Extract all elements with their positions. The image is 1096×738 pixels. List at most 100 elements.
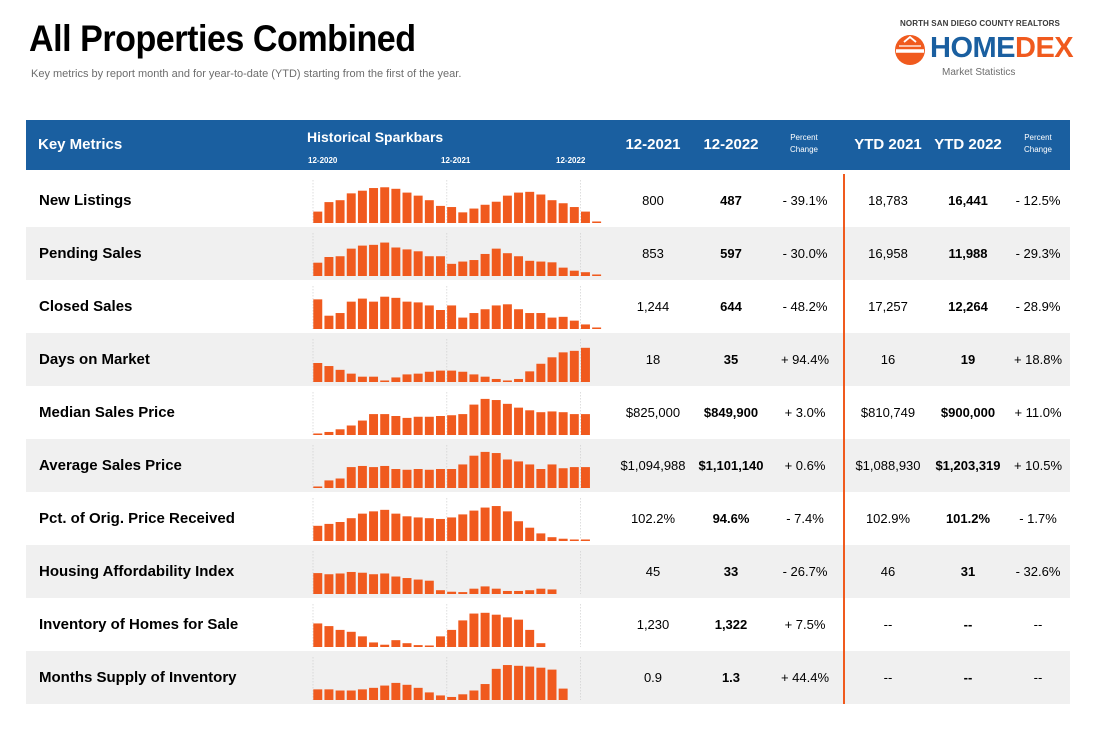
sparkbar xyxy=(491,201,501,223)
value-ytd-2022: -- xyxy=(963,617,973,632)
sparkbar xyxy=(558,316,568,329)
value-ytd-pct-change: -- xyxy=(1033,670,1043,685)
sparkbar xyxy=(346,248,356,276)
sparkbar xyxy=(580,347,590,382)
value-ytd-2021: 46 xyxy=(880,564,896,579)
header-ytd-pct-line1: Percent xyxy=(1024,133,1052,142)
sparkbar xyxy=(547,200,557,223)
sparkbar xyxy=(458,371,468,382)
sparkbar xyxy=(324,626,334,647)
sparkbar xyxy=(447,305,457,329)
sparkbar xyxy=(324,689,334,700)
sparkbar xyxy=(357,689,367,700)
value-12-2021: 0.9 xyxy=(643,670,663,685)
sparkbar xyxy=(502,304,512,329)
table-header: Key Metrics Historical Sparkbars 12-2020… xyxy=(26,120,1070,170)
sparkbar xyxy=(558,468,568,488)
homedex-logo: NORTH SAN DIEGO COUNTY REALTORS HOMEDEX … xyxy=(880,14,1080,84)
sparkbar xyxy=(391,469,401,488)
sparkbar xyxy=(346,690,356,700)
sparkbar xyxy=(413,687,423,700)
logo-word-dex: DEX xyxy=(1015,32,1074,64)
sparkbar xyxy=(480,586,490,594)
value-12-2022: 1.3 xyxy=(721,670,741,685)
sparkbar xyxy=(424,692,434,700)
sparkbar xyxy=(525,191,535,223)
sparkbar xyxy=(324,366,334,382)
sparkbar xyxy=(525,371,535,382)
sparkbar xyxy=(424,580,434,594)
sparkbar-chart xyxy=(312,445,590,488)
sparkbar xyxy=(447,469,457,488)
sparkbar xyxy=(413,517,423,541)
sparkbar xyxy=(435,310,445,329)
sparkbar xyxy=(514,256,524,276)
sparkbar xyxy=(313,573,323,594)
sparkbar xyxy=(525,260,535,276)
sparkbar xyxy=(514,378,524,382)
sparkbar xyxy=(369,244,379,276)
sparkbar xyxy=(525,464,535,488)
sparkbar xyxy=(391,247,401,276)
sparkbar xyxy=(313,433,323,435)
sparkbar xyxy=(313,623,323,647)
sparkbar xyxy=(346,373,356,382)
sparkbar xyxy=(569,539,579,541)
value-12-2022: 35 xyxy=(723,352,739,367)
sparkbar xyxy=(435,205,445,223)
sparkbar xyxy=(357,245,367,276)
value-ytd-pct-change: - 1.7% xyxy=(1019,511,1057,526)
sparkbar xyxy=(480,612,490,647)
sparkbar xyxy=(346,467,356,488)
sparkbar xyxy=(480,376,490,382)
sparkbar xyxy=(458,694,468,700)
sparkbar xyxy=(424,305,434,329)
sparkbar xyxy=(558,352,568,382)
sparkbar xyxy=(547,669,557,700)
sparkbar xyxy=(580,467,590,488)
sparkbar xyxy=(424,200,434,223)
table-row: Average Sales Price $1,094,988 $1,101,14… xyxy=(26,439,1070,492)
page-title: All Properties Combined xyxy=(29,18,416,59)
sparkbar xyxy=(569,207,579,223)
sparkbar xyxy=(502,253,512,276)
sparkbar xyxy=(424,469,434,488)
sparkbar xyxy=(491,614,501,647)
sparkbar xyxy=(458,620,468,647)
sparkbar-chart xyxy=(312,604,581,647)
value-12-2021: $825,000 xyxy=(625,405,681,420)
sparkbar xyxy=(413,645,423,647)
sparkbar xyxy=(357,190,367,223)
sparkbar xyxy=(402,516,412,541)
sparkbar xyxy=(335,369,345,382)
sparkbar xyxy=(480,253,490,276)
sparkbar xyxy=(502,403,512,435)
sparkbar xyxy=(480,204,490,223)
sparkbar xyxy=(514,619,524,647)
sparkbar xyxy=(580,272,590,276)
sparkbar xyxy=(480,451,490,488)
sparkbar xyxy=(346,301,356,329)
value-12-2022: 94.6% xyxy=(712,511,750,526)
sparkbar xyxy=(502,590,512,594)
value-12-2021: 45 xyxy=(645,564,661,579)
sparkbar xyxy=(324,257,334,276)
sparkbar xyxy=(558,412,568,435)
sparkbar xyxy=(324,202,334,223)
ytd-divider xyxy=(843,174,845,704)
sparkbar xyxy=(514,461,524,488)
sparkbar xyxy=(435,256,445,276)
value-12-2021: $1,094,988 xyxy=(620,458,686,473)
sparkbar xyxy=(502,195,512,223)
sparkbar xyxy=(592,274,602,276)
sparkbar-chart xyxy=(312,392,590,435)
value-12-2021: 853 xyxy=(642,246,664,261)
sparkbar xyxy=(469,455,479,488)
sparkbar xyxy=(335,429,345,435)
value-12-2021: 102.2% xyxy=(630,511,676,526)
sparkbar xyxy=(569,320,579,329)
logo-subtitle: Market Statistics xyxy=(942,67,1016,78)
sparkbar xyxy=(380,465,390,488)
sparkbar xyxy=(491,400,501,435)
sparkbar-chart xyxy=(312,233,602,276)
